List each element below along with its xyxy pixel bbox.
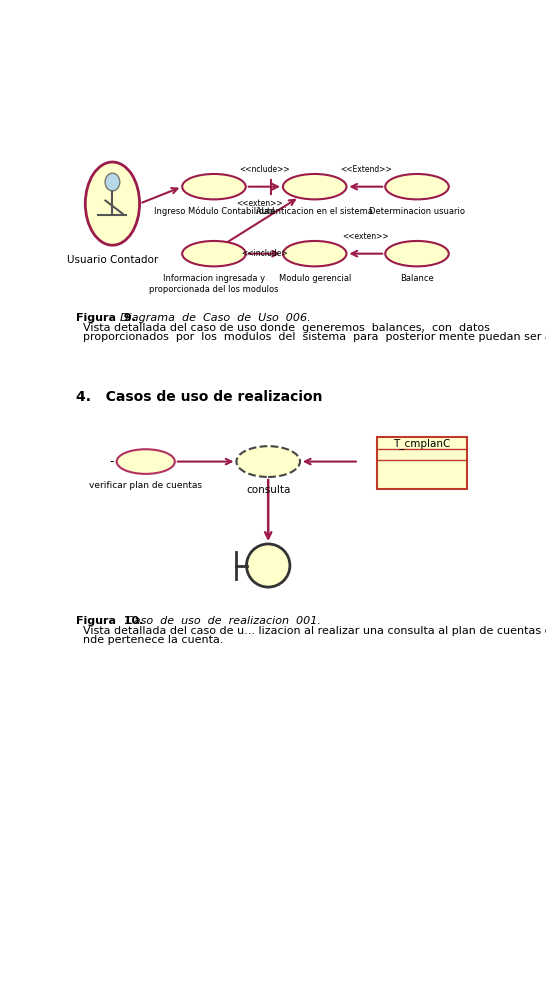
Text: Ingreso Módulo Contabilidad: Ingreso Módulo Contabilidad <box>154 207 274 216</box>
Text: proporcionados  por  los  modulos  del  sistema  para  posterior mente puedan se: proporcionados por los modulos del siste… <box>76 332 546 342</box>
Ellipse shape <box>236 446 300 477</box>
Text: <<nclude>>: <<nclude>> <box>239 165 289 174</box>
Text: 4.   Casos de uso de realizacion: 4. Casos de uso de realizacion <box>76 390 323 404</box>
Ellipse shape <box>182 174 246 199</box>
Text: consulta: consulta <box>246 485 290 495</box>
Ellipse shape <box>385 174 449 199</box>
Text: <<exten>>: <<exten>> <box>342 232 389 242</box>
Ellipse shape <box>283 174 347 199</box>
Text: Caso  de  uso  de  realizacion  001.: Caso de uso de realizacion 001. <box>118 615 321 625</box>
Text: Modulo gerencial: Modulo gerencial <box>278 274 351 282</box>
Text: Usuario Contador: Usuario Contador <box>67 256 158 266</box>
Text: <<Extend>>: <<Extend>> <box>340 165 391 174</box>
Text: Balance: Balance <box>400 274 434 282</box>
Ellipse shape <box>182 241 246 267</box>
Bar <box>377 437 467 490</box>
Text: Determinacion usuario: Determinacion usuario <box>369 207 465 216</box>
Ellipse shape <box>283 241 347 267</box>
Text: <<include>: <<include> <box>241 249 288 258</box>
Text: <<exten>>: <<exten>> <box>236 199 283 208</box>
Text: -: - <box>109 455 114 468</box>
Ellipse shape <box>117 449 175 474</box>
Text: T_cmplanC: T_cmplanC <box>393 438 450 449</box>
Text: Diagrama  de  Caso  de  Uso  006.: Diagrama de Caso de Uso 006. <box>113 313 311 323</box>
Text: Vista detallada del caso de uso donde  generemos  balances,  con  datos: Vista detallada del caso de uso donde ge… <box>76 323 490 333</box>
Text: Vista detallada del caso de u... lizacion al realizar una consulta al plan de cu: Vista detallada del caso de u... lizacio… <box>76 625 546 635</box>
Ellipse shape <box>105 173 120 191</box>
Text: nde pertenece la cuenta.: nde pertenece la cuenta. <box>76 635 223 645</box>
Ellipse shape <box>385 241 449 267</box>
Circle shape <box>246 544 290 587</box>
Text: verificar plan de cuentas: verificar plan de cuentas <box>89 481 202 490</box>
Text: Figura  10.: Figura 10. <box>76 615 144 625</box>
Text: Figura  9.: Figura 9. <box>76 313 136 323</box>
Ellipse shape <box>85 163 140 245</box>
Text: Informacion ingresada y
proporcionada del los modulos: Informacion ingresada y proporcionada de… <box>149 274 278 293</box>
Text: Autenticacion en el sistema: Autenticacion en el sistema <box>256 207 373 216</box>
